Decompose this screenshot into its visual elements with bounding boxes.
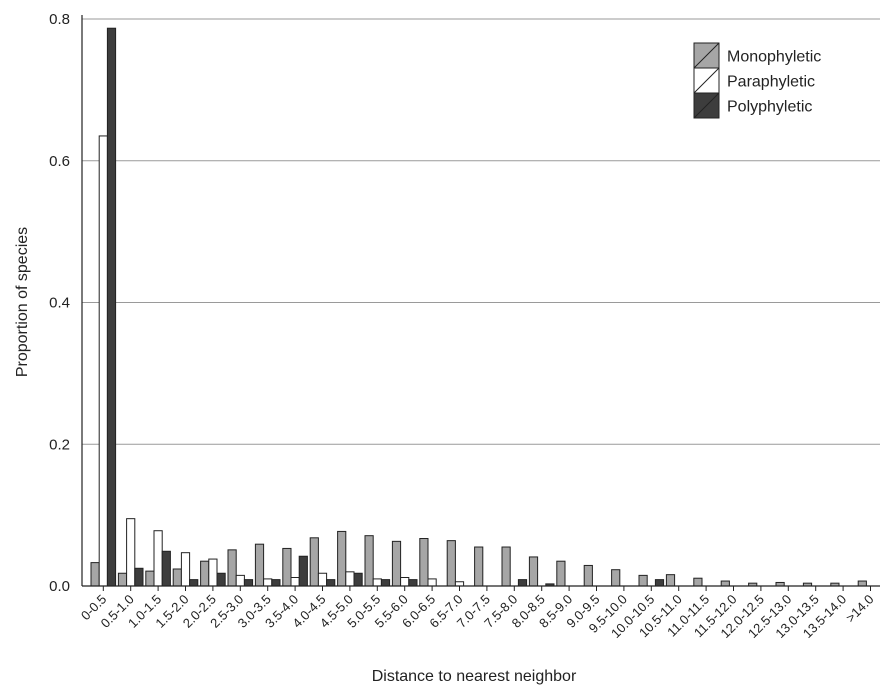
x-tick-label: >14.0 bbox=[843, 592, 877, 626]
legend: Monophyletic Paraphyletic Polyphyletic bbox=[693, 42, 821, 119]
axes bbox=[81, 15, 880, 587]
bar-monophyletic-0 bbox=[90, 562, 100, 587]
y-tick-label: 0.0 bbox=[49, 578, 70, 595]
bar-monophyletic-8 bbox=[309, 537, 319, 587]
bar-monophyletic-4 bbox=[200, 560, 210, 587]
bar-polyphyletic-11 bbox=[408, 579, 418, 587]
bar-monophyletic-23 bbox=[720, 580, 730, 587]
bar-paraphyletic-0 bbox=[98, 135, 108, 587]
bar-paraphyletic-13 bbox=[454, 581, 465, 587]
legend-label-polyphyletic: Polyphyletic bbox=[727, 99, 812, 116]
bar-polyphyletic-2 bbox=[161, 550, 171, 587]
legend-swatch-diagonal bbox=[693, 42, 720, 69]
bar-monophyletic-18 bbox=[583, 564, 593, 587]
bar-polyphyletic-3 bbox=[189, 579, 199, 587]
y-axis-title: Proportion of species bbox=[14, 227, 31, 377]
bar-paraphyletic-4 bbox=[208, 558, 218, 587]
bar-monophyletic-11 bbox=[391, 540, 402, 587]
x-tick-labels: 0-0.50.5-1.01.0-1.51.5-2.02.0-2.52.5-3.0… bbox=[78, 586, 877, 641]
bar-paraphyletic-2 bbox=[153, 530, 163, 587]
bar-paraphyletic-3 bbox=[180, 552, 191, 587]
bar-monophyletic-5 bbox=[227, 549, 237, 587]
bar-monophyletic-3 bbox=[172, 568, 182, 587]
y-tick-label: 0.8 bbox=[49, 11, 70, 28]
bar-monophyletic-20 bbox=[638, 574, 648, 587]
bar-paraphyletic-7 bbox=[290, 576, 300, 587]
bar-monophyletic-9 bbox=[337, 530, 347, 587]
bar-paraphyletic-11 bbox=[400, 576, 410, 587]
bar-polyphyletic-8 bbox=[326, 579, 336, 587]
bar-monophyletic-28 bbox=[857, 580, 867, 587]
bar-monophyletic-1 bbox=[117, 572, 128, 587]
bar-monophyletic-6 bbox=[254, 543, 265, 587]
y-tick-label: 0.6 bbox=[49, 153, 70, 170]
legend-swatch-diagonal bbox=[693, 67, 720, 94]
bar-polyphyletic-20 bbox=[654, 579, 665, 587]
bar-paraphyletic-1 bbox=[126, 518, 136, 587]
bar-paraphyletic-5 bbox=[235, 574, 245, 587]
bar-monophyletic-7 bbox=[282, 547, 292, 587]
bar-polyphyletic-7 bbox=[298, 555, 308, 587]
bar-monophyletic-16 bbox=[528, 556, 539, 587]
gridlines bbox=[82, 18, 880, 445]
bar-polyphyletic-9 bbox=[353, 572, 363, 587]
bar-monophyletic-2 bbox=[145, 570, 155, 587]
bar-polyphyletic-15 bbox=[517, 579, 528, 587]
bar-polyphyletic-0 bbox=[106, 27, 117, 587]
bar-monophyletic-22 bbox=[693, 577, 703, 587]
bar-paraphyletic-8 bbox=[317, 572, 328, 587]
bar-polyphyletic-4 bbox=[216, 572, 226, 587]
bar-monophyletic-17 bbox=[556, 560, 566, 587]
bar-paraphyletic-6 bbox=[263, 578, 273, 587]
y-tick-label: 0.4 bbox=[49, 295, 70, 312]
bar-monophyletic-13 bbox=[446, 540, 456, 587]
bar-polyphyletic-1 bbox=[134, 567, 144, 587]
bar-monophyletic-14 bbox=[474, 546, 484, 587]
bar-polyphyletic-10 bbox=[380, 579, 391, 587]
bar-paraphyletic-12 bbox=[427, 578, 437, 587]
legend-swatch-diagonal bbox=[693, 92, 720, 119]
bar-monophyletic-21 bbox=[665, 574, 676, 587]
bar-polyphyletic-6 bbox=[271, 579, 281, 587]
y-tick-label: 0.2 bbox=[49, 436, 70, 453]
legend-label-monophyletic: Monophyletic bbox=[727, 49, 821, 66]
bar-paraphyletic-9 bbox=[345, 571, 355, 587]
x-axis-title: Distance to nearest neighbor bbox=[372, 668, 577, 685]
bar-polyphyletic-5 bbox=[243, 579, 254, 587]
y-tick-labels: 0.0 0.2 0.4 0.6 0.8 bbox=[49, 11, 70, 595]
bars bbox=[90, 27, 867, 587]
bar-monophyletic-10 bbox=[364, 535, 374, 587]
bar-paraphyletic-10 bbox=[372, 578, 382, 587]
bar-monophyletic-12 bbox=[419, 538, 429, 587]
legend-label-paraphyletic: Paraphyletic bbox=[727, 74, 815, 91]
bar-monophyletic-15 bbox=[501, 546, 511, 587]
bar-monophyletic-19 bbox=[611, 569, 621, 587]
